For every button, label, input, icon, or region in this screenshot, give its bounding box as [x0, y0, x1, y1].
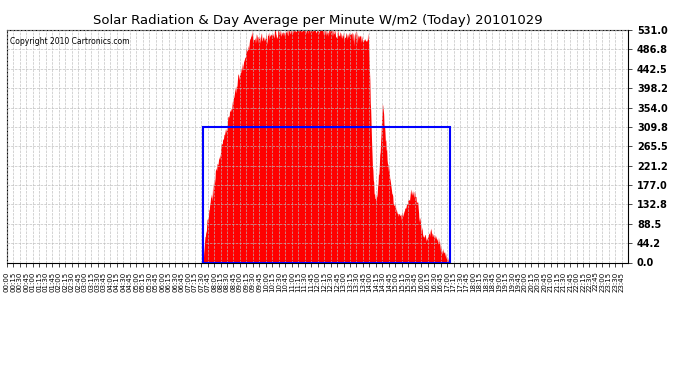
Text: Copyright 2010 Cartronics.com: Copyright 2010 Cartronics.com	[10, 37, 130, 46]
Bar	[204, 127, 450, 262]
Title: Solar Radiation & Day Average per Minute W/m2 (Today) 20101029: Solar Radiation & Day Average per Minute…	[92, 15, 542, 27]
